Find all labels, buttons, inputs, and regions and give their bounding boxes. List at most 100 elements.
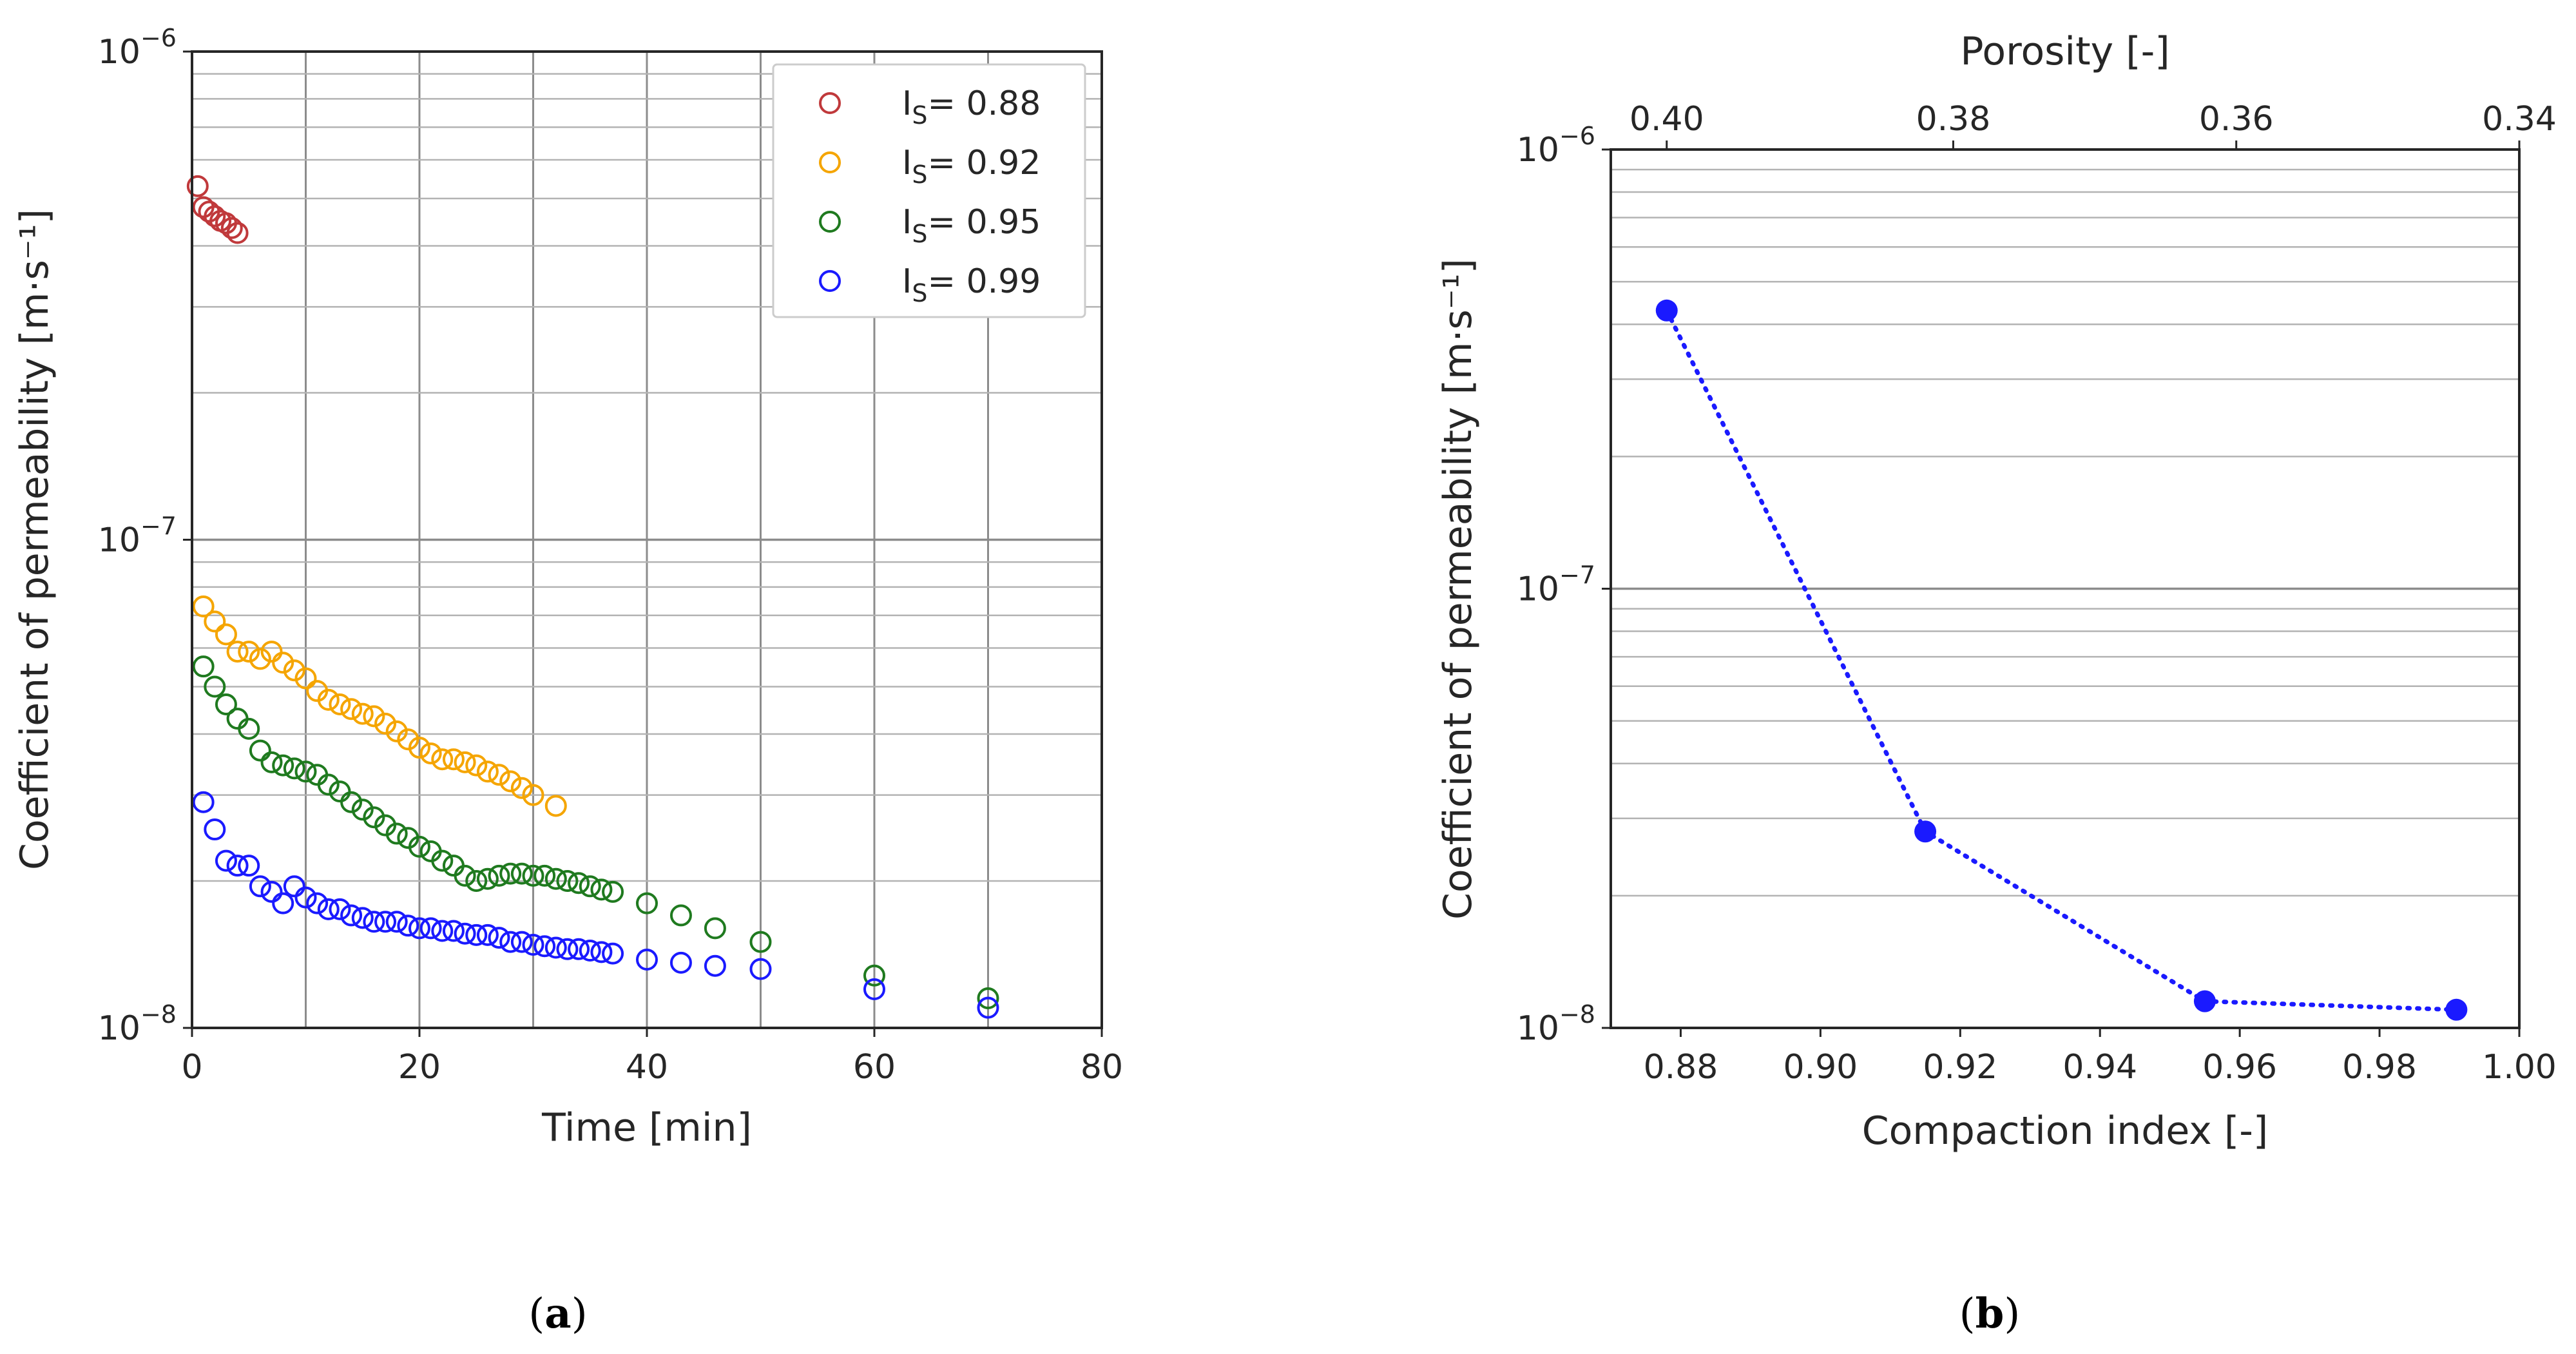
y-ticks-a: 10−810−710−6 bbox=[98, 24, 192, 1048]
series-a-2 bbox=[192, 655, 999, 1010]
data-point bbox=[374, 712, 397, 735]
data-point bbox=[363, 705, 385, 728]
data-point bbox=[749, 931, 772, 953]
legend-label: IS= 0.99 bbox=[902, 262, 1041, 307]
data-point bbox=[499, 862, 522, 885]
data-point bbox=[476, 924, 499, 946]
legend-label-rest: = 0.88 bbox=[927, 84, 1041, 123]
data-point bbox=[1914, 820, 1937, 843]
data-point bbox=[442, 855, 465, 877]
data-point bbox=[283, 875, 305, 898]
data-point bbox=[294, 760, 317, 783]
series-line bbox=[1664, 308, 2459, 1012]
data-point bbox=[249, 875, 271, 898]
x-tick-label: 20 bbox=[398, 1048, 441, 1087]
data-point bbox=[385, 822, 408, 845]
data-point bbox=[317, 773, 340, 796]
legend-marker bbox=[819, 92, 841, 114]
series-group-a bbox=[186, 175, 999, 1019]
data-point bbox=[283, 757, 305, 780]
legend-marker bbox=[819, 211, 841, 233]
data-point bbox=[260, 751, 283, 773]
data-point bbox=[226, 855, 249, 877]
caption-a-letter: a bbox=[544, 1290, 571, 1338]
data-point bbox=[556, 938, 579, 960]
y-tick-label: 10−7 bbox=[98, 512, 177, 560]
data-point bbox=[317, 688, 340, 711]
legend-label-main: I bbox=[902, 144, 912, 182]
legend-label: IS= 0.88 bbox=[902, 84, 1041, 130]
data-point bbox=[863, 964, 885, 987]
data-point bbox=[510, 931, 533, 953]
data-point bbox=[204, 610, 226, 633]
data-point bbox=[533, 935, 556, 958]
data-point bbox=[192, 595, 215, 618]
data-point bbox=[204, 818, 226, 841]
data-point bbox=[340, 698, 363, 721]
x-tick-label: 40 bbox=[626, 1048, 668, 1087]
y-tick-label-base: 10 bbox=[1517, 1009, 1559, 1048]
data-point bbox=[294, 667, 317, 690]
x-tick-label: 0.90 bbox=[1783, 1048, 1858, 1087]
data-point bbox=[204, 675, 226, 698]
data-point bbox=[522, 934, 544, 956]
series-group-b bbox=[1655, 299, 2468, 1021]
x-tick-label: 0.88 bbox=[1644, 1048, 1718, 1087]
data-point bbox=[204, 205, 226, 227]
legend-marker bbox=[819, 270, 841, 292]
data-point bbox=[568, 938, 590, 960]
legend-label-subscript: S bbox=[912, 220, 927, 248]
data-point bbox=[419, 917, 442, 940]
data-point bbox=[544, 795, 567, 817]
caption-a: (a) bbox=[528, 1290, 587, 1338]
data-point bbox=[238, 717, 260, 740]
y-tick-label-base: 10 bbox=[98, 33, 140, 72]
legend-frame bbox=[772, 63, 1086, 318]
data-point bbox=[260, 880, 283, 903]
x-tick-label: 80 bbox=[1081, 1048, 1123, 1087]
x-ticks-a: 0 20 40 60 80 bbox=[181, 1028, 1123, 1087]
data-point bbox=[186, 175, 209, 197]
x-tick-label: 60 bbox=[853, 1048, 896, 1087]
data-point bbox=[226, 222, 249, 244]
data-point bbox=[272, 652, 294, 674]
y-tick-label: 10−6 bbox=[98, 24, 177, 72]
data-point bbox=[590, 941, 613, 963]
data-point bbox=[454, 751, 476, 773]
data-point bbox=[260, 641, 283, 663]
y-tick-label: 10−8 bbox=[1517, 1000, 1595, 1048]
data-point bbox=[351, 798, 374, 821]
data-point bbox=[363, 806, 385, 829]
data-point bbox=[409, 835, 430, 858]
caption-b-letter: b bbox=[1975, 1290, 2004, 1338]
data-point bbox=[409, 917, 430, 940]
data-point bbox=[863, 978, 885, 1001]
x2-ticks-b: 0.400.380.360.340.32 bbox=[1629, 100, 2557, 150]
legend-label: IS= 0.92 bbox=[902, 144, 1041, 189]
x2-tick-label: 0.36 bbox=[2199, 100, 2274, 139]
data-point bbox=[397, 914, 419, 937]
x-tick-label: 0 bbox=[181, 1048, 202, 1087]
y-tick-label-exponent: −8 bbox=[1559, 1000, 1595, 1029]
data-point bbox=[374, 911, 397, 933]
panel-b: 0.88 0.90 0.92 0.94 0.96 0.98 1.00 0.40 0.38 0.3… bbox=[1436, 29, 2557, 1338]
data-point bbox=[351, 907, 374, 929]
legend-label: IS= 0.95 bbox=[902, 203, 1041, 248]
y-tick-label: 10−6 bbox=[1517, 122, 1595, 169]
data-point bbox=[294, 886, 317, 909]
data-point bbox=[442, 920, 465, 942]
y-tick-label: 10−7 bbox=[1517, 561, 1595, 609]
panel-a: 0 20 40 60 80 10−810−710−6 Time [min] Coeffi… bbox=[12, 24, 1123, 1338]
y-tick-label: 10−8 bbox=[98, 1000, 177, 1048]
data-point bbox=[510, 862, 533, 885]
y-tick-label-base: 10 bbox=[98, 1009, 140, 1048]
data-point bbox=[329, 780, 351, 803]
y-tick-label-exponent: −8 bbox=[140, 1000, 177, 1029]
legend-label-main: I bbox=[902, 203, 912, 242]
y-tick-label-exponent: −6 bbox=[140, 24, 177, 52]
legend-label-subscript: S bbox=[912, 160, 927, 189]
x-tick-label: 0.96 bbox=[2202, 1048, 2277, 1087]
data-point bbox=[385, 911, 408, 933]
